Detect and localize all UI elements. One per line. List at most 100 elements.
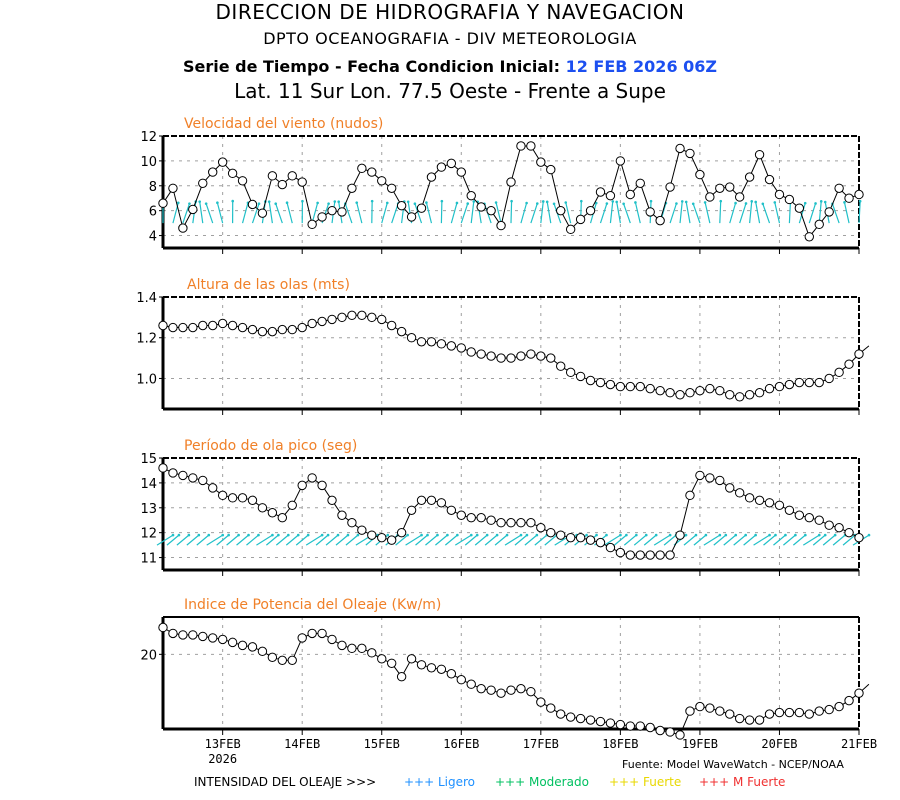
direction-arrow	[692, 203, 701, 224]
arrow-head	[823, 533, 827, 537]
data-point	[416, 337, 427, 347]
data-point	[665, 182, 675, 192]
data-point	[287, 324, 297, 335]
direction-arrow	[704, 202, 711, 224]
data-point	[615, 547, 626, 558]
direction-arrow	[832, 534, 846, 546]
arrow-head	[605, 202, 609, 205]
arrow-head	[436, 533, 439, 537]
data-point	[605, 718, 616, 728]
direction-arrow	[196, 534, 210, 546]
data-point	[178, 322, 188, 333]
data-point	[217, 634, 228, 645]
data-point	[456, 675, 466, 685]
arrow-head	[615, 200, 619, 204]
data-point	[784, 707, 795, 718]
direction-arrow	[524, 534, 538, 546]
data-point	[675, 390, 685, 400]
arrow-head	[744, 533, 747, 537]
direction-arrow	[265, 534, 279, 546]
data-point	[386, 535, 397, 545]
data-point	[824, 207, 834, 217]
x-tick-label: 19FEB	[682, 737, 718, 751]
data-point	[744, 390, 755, 400]
direction-arrow	[788, 201, 792, 224]
arrow-head	[803, 201, 807, 205]
panel-3: Período de ola pico (seg) 11 12 13 14 15	[140, 438, 871, 576]
panel-1: Velocidad del viento (nudos) 4 6 8 10 12	[140, 116, 864, 254]
direction-arrow	[510, 201, 513, 224]
data-point	[734, 392, 745, 402]
arrow-head	[668, 533, 672, 537]
arrow-head	[519, 533, 523, 537]
data-point	[784, 194, 795, 205]
data-point	[754, 388, 765, 398]
data-point	[834, 367, 844, 378]
direction-arrow	[634, 202, 641, 224]
direction-arrow	[216, 534, 230, 546]
data-point	[546, 164, 556, 175]
data-point	[307, 318, 317, 329]
direction-arrow	[182, 203, 191, 224]
direction-arrow	[749, 201, 753, 224]
arrow-head	[867, 533, 871, 537]
data-point	[754, 715, 765, 725]
data-point	[774, 707, 785, 718]
arrow-head	[456, 533, 459, 537]
data-point	[804, 709, 814, 719]
arrow-head	[595, 533, 598, 537]
data-point	[237, 176, 248, 186]
data-point	[715, 706, 725, 716]
data-point	[337, 312, 347, 323]
y-tick-label: 10	[140, 155, 157, 170]
arrow-head	[505, 533, 509, 537]
arrow-head	[552, 202, 556, 206]
data-point	[764, 383, 775, 394]
data-point	[188, 322, 198, 333]
data-point	[396, 672, 407, 682]
direction-arrow	[544, 534, 558, 546]
arrow-head	[754, 533, 757, 537]
data-point	[625, 721, 636, 731]
arrow-head	[580, 199, 583, 203]
panel-title: Indice de Potencia del Oleaje (Kw/m)	[184, 597, 441, 613]
direction-arrow	[415, 534, 428, 546]
data-point	[377, 314, 387, 325]
y-tick-label: 1.0	[136, 372, 157, 387]
data-point	[556, 205, 566, 216]
data-point	[516, 141, 526, 151]
panel-4: Indice de Potencia del Oleaje (Kw/m) 20	[140, 597, 870, 740]
data-point	[247, 642, 258, 652]
data-point	[237, 322, 248, 333]
data-point	[824, 520, 834, 530]
direction-arrow	[186, 534, 200, 546]
arrow-head	[285, 201, 289, 204]
data-point	[416, 495, 427, 506]
data-point	[307, 473, 317, 483]
data-point	[764, 709, 775, 719]
data-point	[476, 513, 486, 523]
direction-arrow	[335, 534, 349, 546]
direction-arrow	[444, 534, 458, 546]
arrow-head	[406, 533, 409, 537]
direction-arrow	[425, 202, 433, 224]
data-point	[208, 167, 218, 177]
arrow-head	[858, 199, 862, 203]
data-point	[575, 532, 586, 543]
direction-arrow	[405, 534, 422, 546]
data-point	[227, 168, 238, 179]
data-point	[774, 500, 785, 510]
direction-arrow	[251, 203, 260, 224]
y-tick-label: 8	[149, 180, 157, 195]
arrow-head	[472, 200, 476, 203]
data-point	[585, 205, 596, 216]
arrow-head	[216, 201, 219, 205]
data-point	[814, 377, 824, 388]
data-point	[337, 510, 347, 520]
data-point	[257, 208, 268, 218]
arrow-head	[356, 533, 360, 537]
data-point	[208, 483, 218, 493]
data-point	[168, 628, 178, 639]
direction-arrow	[275, 534, 289, 546]
arrow-head	[475, 533, 479, 537]
